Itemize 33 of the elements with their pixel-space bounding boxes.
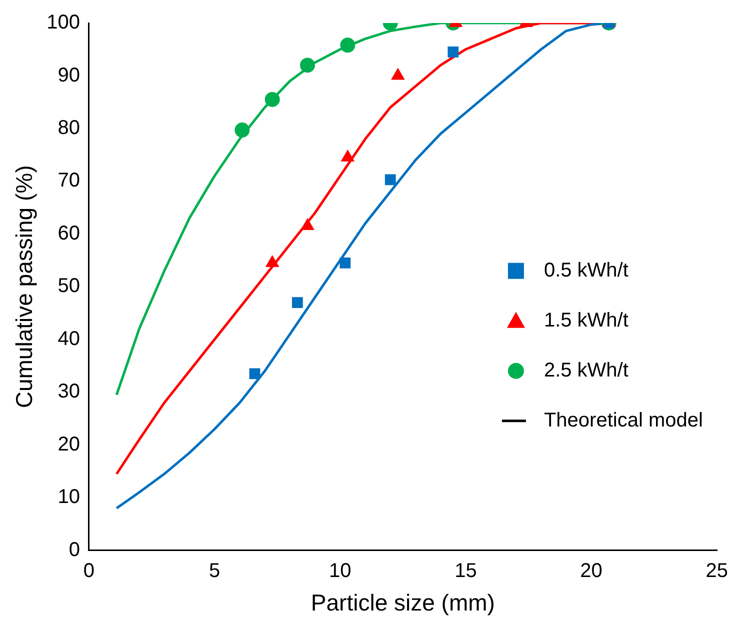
y-tick-label: 50 bbox=[58, 275, 80, 298]
y-tick-label: 100 bbox=[46, 12, 80, 34]
point bbox=[340, 258, 351, 268]
y-axis-title: Cumulative passing (%) bbox=[11, 165, 38, 408]
legend-label: 1.5 kWh/t bbox=[544, 309, 629, 332]
x-tick-label: 20 bbox=[580, 560, 602, 582]
legend-label: Theoretical model bbox=[544, 409, 703, 432]
point bbox=[448, 46, 459, 58]
point bbox=[300, 58, 315, 73]
point bbox=[340, 38, 356, 53]
x-tick-label: 5 bbox=[208, 560, 220, 582]
y-tick-label: 40 bbox=[58, 328, 80, 350]
point bbox=[292, 297, 303, 308]
x-tick-label: 25 bbox=[706, 560, 728, 582]
y-tick-label: 20 bbox=[58, 433, 80, 456]
legend-label: 0.5 kWh/t bbox=[544, 259, 629, 282]
point bbox=[300, 218, 314, 230]
y-tick-label: 80 bbox=[58, 116, 80, 139]
y-tick-label: 90 bbox=[58, 64, 80, 86]
point bbox=[234, 122, 250, 138]
y-tick-label: 0 bbox=[68, 538, 80, 561]
y-tick-label: 70 bbox=[58, 170, 80, 192]
y-tick-label: 10 bbox=[58, 486, 80, 508]
x-axis-title: Particle size (mm) bbox=[310, 590, 495, 616]
y-tick-label: 60 bbox=[58, 222, 80, 244]
x-tick-label: 10 bbox=[329, 560, 352, 582]
legend-label: 2.5 kWh/t bbox=[544, 359, 629, 382]
x-tick-label: 15 bbox=[454, 560, 477, 582]
x-tick-label: 0 bbox=[83, 560, 95, 582]
y-tick-label: 30 bbox=[58, 380, 80, 403]
point bbox=[266, 255, 279, 267]
point bbox=[264, 92, 280, 107]
point bbox=[384, 174, 396, 186]
